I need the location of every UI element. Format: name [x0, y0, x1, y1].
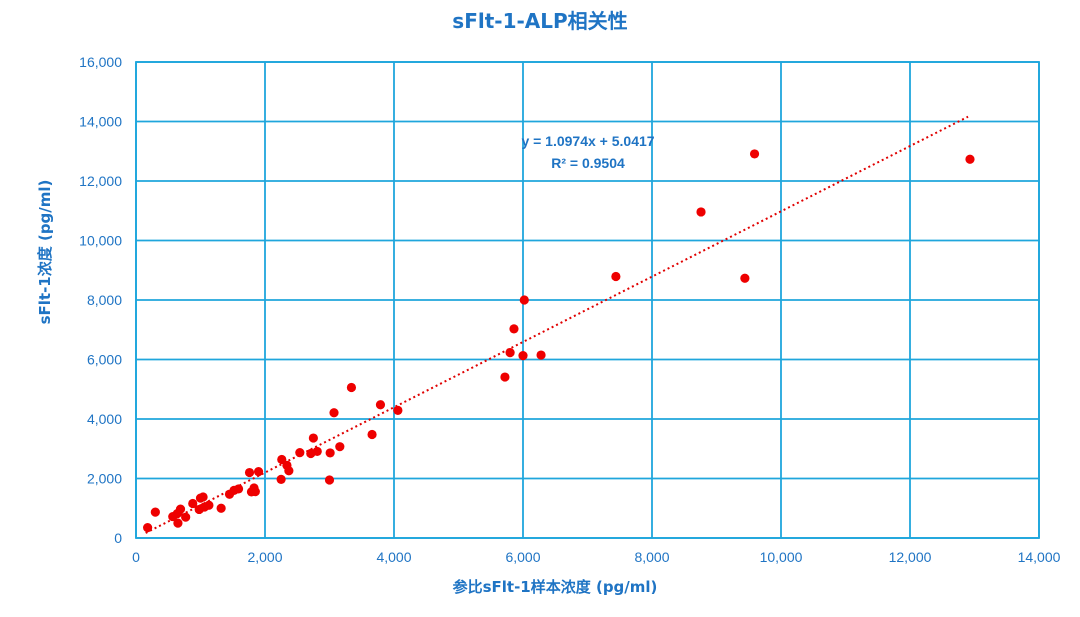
r-squared-label: R² = 0.9504: [551, 155, 625, 171]
data-point: [204, 500, 214, 510]
data-point: [233, 484, 244, 494]
data-points: [143, 149, 975, 533]
data-point: [295, 448, 305, 458]
data-point: [393, 405, 403, 415]
data-point: [536, 350, 546, 360]
data-point: [143, 522, 153, 533]
data-point: [749, 149, 760, 159]
data-point: [150, 507, 160, 517]
x-tick-label: 8,000: [634, 549, 669, 565]
data-point: [244, 467, 255, 478]
data-point: [181, 512, 191, 522]
data-point: [518, 351, 528, 361]
data-point: [965, 154, 975, 164]
y-tick-label: 16,000: [79, 54, 122, 70]
trendline: [145, 115, 969, 534]
data-point: [611, 271, 621, 282]
data-point: [173, 518, 183, 528]
y-tick-label: 8,000: [87, 292, 122, 308]
data-point: [253, 467, 264, 477]
data-point: [175, 504, 186, 514]
x-axis-title: 参比sFlt-1样本浓度 (pg/ml): [453, 578, 658, 596]
data-point: [505, 348, 515, 358]
y-tick-label: 14,000: [79, 114, 122, 130]
chart-title: sFlt-1-ALP相关性: [452, 9, 627, 33]
data-point: [367, 429, 377, 440]
x-axis-ticks: 0 2,000 4,000 6,000 8,000 10,000 12,000 14,000: [132, 549, 1061, 565]
data-point: [276, 474, 286, 484]
data-point: [519, 295, 529, 305]
data-point: [188, 498, 198, 509]
data-point: [329, 408, 339, 418]
x-tick-label: 0: [132, 549, 140, 565]
x-tick-label: 14,000: [1018, 549, 1061, 565]
data-point: [346, 382, 357, 393]
data-point: [198, 492, 208, 502]
data-point: [335, 442, 345, 452]
data-point: [740, 273, 750, 283]
data-point: [312, 446, 322, 457]
y-tick-label: 6,000: [87, 352, 122, 368]
data-point: [216, 503, 226, 513]
data-point: [284, 466, 294, 476]
y-tick-label: 10,000: [79, 233, 122, 249]
data-point: [308, 433, 318, 443]
x-tick-label: 12,000: [889, 549, 932, 565]
y-tick-label: 12,000: [79, 173, 122, 189]
x-tick-label: 6,000: [505, 549, 540, 565]
plot-area: [135, 61, 1040, 539]
data-point: [277, 454, 287, 465]
y-axis-ticks: 0 2,000 4,000 6,000 8,000 10,000 12,000 14,000 1…: [79, 54, 122, 546]
x-tick-label: 10,000: [760, 549, 803, 565]
data-point: [325, 448, 335, 458]
y-tick-label: 2,000: [87, 471, 122, 487]
x-tick-label: 2,000: [247, 549, 282, 565]
data-point: [250, 486, 260, 497]
trendline-equation: y = 1.0974x + 5.0417: [521, 133, 654, 149]
y-axis-title: sFlt-1浓度 (pg/ml): [36, 180, 54, 325]
data-point: [324, 475, 335, 485]
data-point: [696, 207, 706, 217]
y-tick-label: 0: [114, 530, 122, 546]
data-point: [509, 324, 519, 334]
x-tick-label: 4,000: [376, 549, 411, 565]
y-tick-label: 4,000: [87, 411, 122, 427]
data-point: [375, 400, 386, 410]
data-point: [500, 372, 510, 382]
